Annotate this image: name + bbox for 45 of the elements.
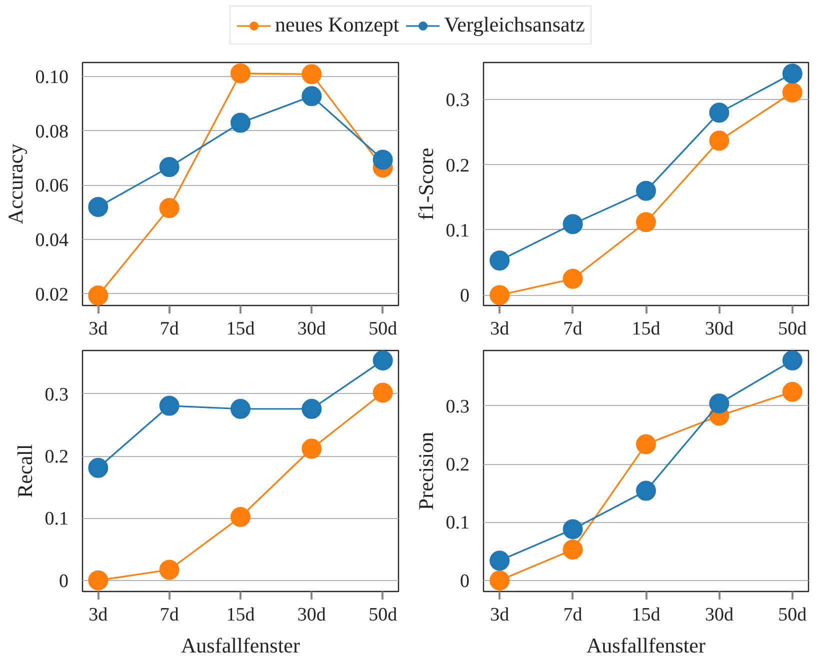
x-tick-label: 30d bbox=[297, 604, 326, 626]
x-tick-label: 15d bbox=[226, 318, 256, 340]
legend-label: neues Konzept bbox=[275, 12, 400, 38]
x-tick-label: 50d bbox=[368, 604, 398, 626]
x-axis-title: Ausfallfenster bbox=[586, 634, 706, 658]
x-tick-label: 30d bbox=[704, 318, 734, 340]
x-tick-label: 15d bbox=[632, 604, 661, 626]
y-tick-label: 0.02 bbox=[35, 284, 68, 306]
y-tick-label: 0.1 bbox=[446, 512, 470, 534]
x-tick-label: 15d bbox=[632, 318, 661, 340]
y-tick-label: 0.2 bbox=[446, 155, 470, 176]
y-axis-title: Recall bbox=[12, 444, 37, 498]
y-tick-label: 0.1 bbox=[44, 508, 68, 530]
x-tick-label: 3d bbox=[88, 318, 108, 340]
y-tick-label: 0.1 bbox=[446, 220, 470, 242]
x-tick-label: 50d bbox=[778, 604, 808, 626]
y-tick-label: 0.04 bbox=[35, 230, 69, 252]
x-tick-label: 30d bbox=[297, 318, 326, 340]
y-axis-title: Accuracy bbox=[3, 143, 28, 224]
y-tick-label: 0 bbox=[460, 286, 470, 307]
y-tick-label: 0 bbox=[59, 570, 68, 592]
y-tick-label: 0.2 bbox=[44, 446, 68, 468]
y-tick-label: 0.08 bbox=[35, 121, 68, 142]
y-axis-title: Precision bbox=[414, 431, 438, 510]
y-tick-label: 0.3 bbox=[44, 384, 68, 406]
x-tick-label: 7d bbox=[160, 604, 180, 626]
y-tick-label: 0.10 bbox=[35, 67, 68, 88]
y-axis-title: f1-Score bbox=[414, 148, 438, 220]
x-tick-label: 3d bbox=[490, 318, 510, 340]
x-tick-label: 15d bbox=[226, 604, 256, 626]
x-tick-label: 7d bbox=[563, 604, 583, 626]
y-tick-label: 0.06 bbox=[35, 176, 68, 197]
x-tick-label: 7d bbox=[160, 318, 180, 340]
x-axis-title: Ausfallfenster bbox=[181, 634, 300, 658]
x-tick-label: 50d bbox=[368, 318, 398, 340]
legend-label: Vergleichsansatz bbox=[444, 12, 585, 38]
x-tick-label: 7d bbox=[563, 318, 583, 340]
x-tick-label: 30d bbox=[704, 604, 734, 626]
x-tick-label: 50d bbox=[778, 318, 808, 340]
y-tick-label: 0 bbox=[460, 570, 470, 592]
y-tick-label: 0.3 bbox=[446, 90, 470, 112]
x-tick-label: 3d bbox=[490, 604, 510, 626]
x-tick-label: 3d bbox=[88, 604, 108, 626]
y-tick-label: 0.2 bbox=[446, 454, 470, 476]
y-tick-label: 0.3 bbox=[446, 396, 470, 418]
